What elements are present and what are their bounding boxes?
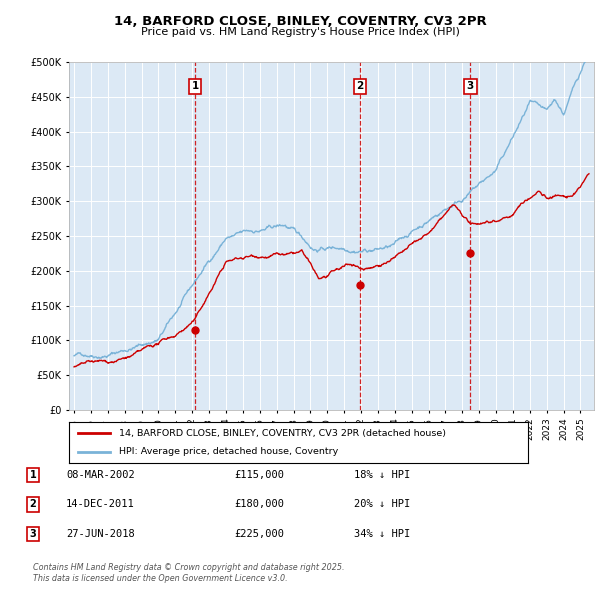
- Text: £180,000: £180,000: [234, 500, 284, 509]
- Text: 3: 3: [29, 529, 37, 539]
- Text: 14-DEC-2011: 14-DEC-2011: [66, 500, 135, 509]
- Text: 2: 2: [29, 500, 37, 509]
- Text: £225,000: £225,000: [234, 529, 284, 539]
- Text: £115,000: £115,000: [234, 470, 284, 480]
- Text: 14, BARFORD CLOSE, BINLEY, COVENTRY, CV3 2PR (detached house): 14, BARFORD CLOSE, BINLEY, COVENTRY, CV3…: [119, 429, 446, 438]
- Text: Price paid vs. HM Land Registry's House Price Index (HPI): Price paid vs. HM Land Registry's House …: [140, 27, 460, 37]
- Text: 20% ↓ HPI: 20% ↓ HPI: [354, 500, 410, 509]
- Text: 2: 2: [356, 81, 364, 91]
- Text: HPI: Average price, detached house, Coventry: HPI: Average price, detached house, Cove…: [119, 447, 339, 456]
- Text: Contains HM Land Registry data © Crown copyright and database right 2025.
This d: Contains HM Land Registry data © Crown c…: [33, 563, 344, 583]
- Text: 1: 1: [191, 81, 199, 91]
- Text: 14, BARFORD CLOSE, BINLEY, COVENTRY, CV3 2PR: 14, BARFORD CLOSE, BINLEY, COVENTRY, CV3…: [113, 15, 487, 28]
- Text: 08-MAR-2002: 08-MAR-2002: [66, 470, 135, 480]
- Text: 1: 1: [29, 470, 37, 480]
- Text: 18% ↓ HPI: 18% ↓ HPI: [354, 470, 410, 480]
- Text: 27-JUN-2018: 27-JUN-2018: [66, 529, 135, 539]
- Text: 3: 3: [467, 81, 474, 91]
- Text: 34% ↓ HPI: 34% ↓ HPI: [354, 529, 410, 539]
